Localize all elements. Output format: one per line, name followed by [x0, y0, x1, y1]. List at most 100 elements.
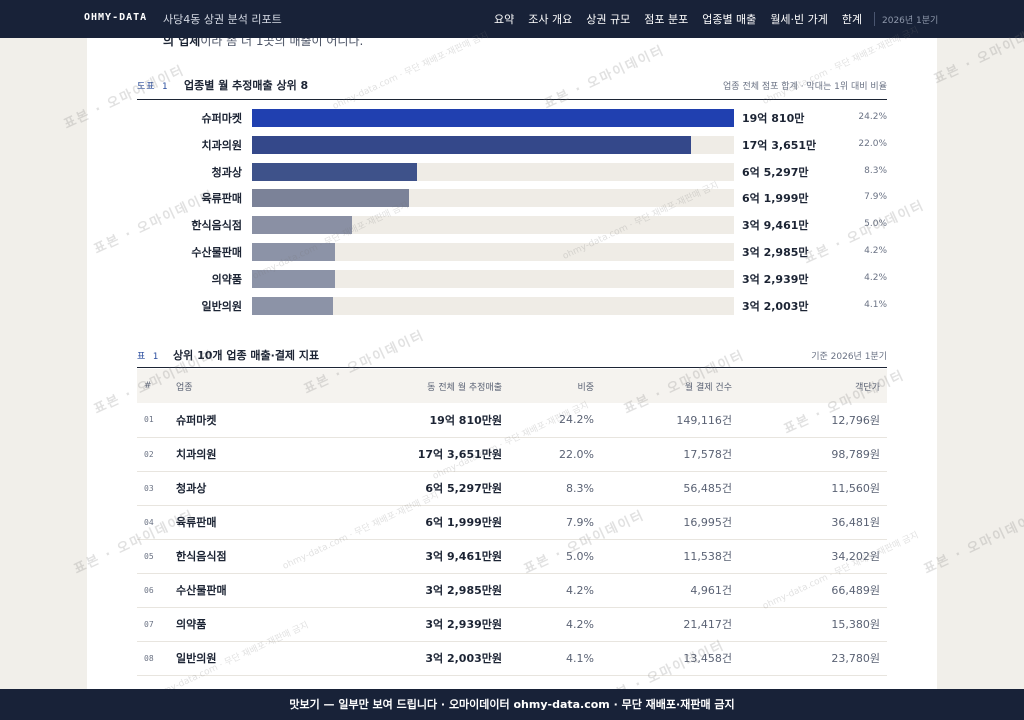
bar-row: 한식음식점 3억 9,461만 5.0% — [137, 216, 887, 235]
avg-spend-cell: 12,796원 — [831, 413, 880, 427]
nav-item-sales-by-industry[interactable]: 업종별 매출 — [702, 13, 757, 26]
bar-row: 의약품 3억 2,939만 4.2% — [137, 269, 887, 288]
rank-cell: 05 — [144, 551, 154, 561]
rank-cell: 07 — [144, 619, 154, 629]
bar-share-label: 7.9% — [864, 192, 887, 203]
table-label: 표 1 — [137, 352, 160, 362]
col-header-transactions: 월 결제 건수 — [684, 382, 732, 393]
nav-item-summary[interactable]: 요약 — [494, 13, 515, 26]
bar-share-label: 22.0% — [858, 138, 887, 149]
bar-category-label: 한식음식점 — [191, 219, 242, 233]
bar-value-label: 3억 2,985만 — [742, 246, 809, 259]
figure-label: 도표 1 — [137, 82, 169, 92]
bar — [252, 243, 336, 261]
table-header: 표 1 상위 10개 업종 매출·결제 지표 기준 2026년 1분기 — [137, 342, 887, 368]
col-header-share: 비중 — [577, 382, 594, 393]
bar-track — [252, 135, 734, 154]
bar-share-label: 4.1% — [864, 299, 887, 310]
transactions-cell: 16,995건 — [683, 516, 732, 529]
col-header-industry: 업종 — [176, 382, 193, 393]
bar-track — [252, 162, 734, 181]
intro-text-rest: 이라 좀 더 1곳의 매출이 어니다. — [200, 38, 364, 48]
revenue-cell: 19억 810만원 — [429, 413, 502, 427]
avg-spend-cell: 98,789원 — [831, 448, 880, 461]
nav-item-limitations[interactable]: 한계 — [841, 13, 863, 26]
bar-value-label: 6억 5,297만 — [742, 165, 809, 179]
bar-track — [252, 269, 734, 288]
bar-category-label: 육류판매 — [201, 192, 242, 206]
table-row: 07 의약품 3억 2,939만원 4.2% 21,417건 15,380원 — [137, 607, 887, 641]
rank-cell: 02 — [144, 449, 154, 459]
preview-banner: 맛보기 — 일부만 보여 드립니다 · 오마이데이터 ohmy-data.com… — [0, 689, 1024, 720]
industry-cell: 육류판매 — [176, 516, 217, 529]
bar — [252, 135, 691, 154]
industry-cell: 일반의원 — [176, 652, 217, 665]
transactions-cell: 56,485건 — [683, 482, 732, 495]
table-row: 02 치과의원 17억 3,651만원 22.0% 17,578건 98,789원 — [137, 437, 887, 471]
bar-category-label: 청과상 — [211, 165, 242, 179]
bar-track — [252, 109, 734, 127]
share-cell: 7.9% — [566, 515, 594, 529]
rank-cell: 08 — [144, 653, 154, 663]
revenue-cell: 17억 3,651만원 — [417, 448, 502, 461]
bar — [252, 216, 352, 235]
table-title: 상위 10개 업종 매출·결제 지표 — [173, 349, 320, 362]
figure-header: 도표 1 업종별 월 추정매출 상위 8 업종 전체 점포 합계 · 막대는 1… — [137, 76, 887, 100]
industry-cell: 슈퍼마켓 — [176, 413, 217, 427]
intro-text-bold: 의 업체 — [163, 38, 201, 48]
bar-row: 육류판매 6억 1,999만 7.9% — [137, 189, 887, 208]
bar-row: 청과상 6억 5,297만 8.3% — [137, 162, 887, 181]
bar-row: 일반의원 3억 2,003만 4.1% — [137, 296, 887, 315]
revenue-cell: 6억 1,999만원 — [425, 516, 502, 529]
table-row: 06 수산물판매 3억 2,985만원 4.2% 4,961건 66,489원 — [137, 573, 887, 607]
rank-cell: 01 — [144, 415, 154, 425]
transactions-cell: 17,578건 — [683, 448, 732, 461]
share-cell: 8.3% — [566, 481, 594, 495]
figure-note: 업종 전체 점포 합계 · 막대는 1위 대비 비율 — [723, 82, 887, 92]
bar-category-label: 슈퍼마켓 — [201, 112, 242, 125]
table-row: 05 한식음식점 3억 9,461만원 5.0% 11,538건 34,202원 — [137, 539, 887, 573]
revenue-cell: 6억 5,297만원 — [425, 482, 502, 495]
col-header-revenue: 동 전체 월 추정매출 — [427, 382, 502, 393]
avg-spend-cell: 34,202원 — [831, 550, 880, 563]
avg-spend-cell: 15,380원 — [831, 618, 880, 631]
bar-share-label: 8.3% — [864, 165, 887, 176]
share-cell: 24.2% — [559, 413, 594, 427]
revenue-cell: 3억 9,461만원 — [425, 550, 502, 563]
brand-logo[interactable]: OHMY-DATA — [84, 12, 148, 23]
bar — [252, 109, 734, 127]
transactions-cell: 11,538건 — [683, 550, 732, 563]
nav-item-rent-vacancy[interactable]: 월세·빈 가게 — [770, 13, 828, 26]
intro-text: 의 업체이라 좀 더 1곳의 매출이 어니다. — [163, 38, 363, 49]
avg-spend-cell: 36,481원 — [831, 516, 880, 529]
table-row: 01 슈퍼마켓 19억 810만원 24.2% 149,116건 12,796원 — [137, 403, 887, 437]
report-paper: 의 업체이라 좀 더 1곳의 매출이 어니다. 도표 1 업종별 월 추정매출 … — [87, 38, 937, 689]
report-title: 사당4동 상권 분석 리포트 — [163, 13, 282, 26]
rank-cell: 03 — [144, 483, 154, 493]
industry-cell: 수산물판매 — [176, 584, 227, 597]
bar-track — [252, 296, 734, 315]
avg-spend-cell: 11,560원 — [831, 482, 880, 495]
nav-item-store-distribution[interactable]: 점포 분포 — [644, 13, 689, 26]
nav-item-survey[interactable]: 조사 개요 — [528, 13, 573, 26]
nav-item-market-size[interactable]: 상권 규모 — [586, 13, 631, 26]
bar — [252, 189, 409, 208]
col-header-rank: # — [144, 381, 152, 391]
revenue-cell: 3억 2,985만원 — [425, 584, 502, 597]
sales-table: # 업종 동 전체 월 추정매출 비중 월 결제 건수 객단가 01 슈퍼마켓 19… — [137, 369, 887, 676]
industry-cell: 치과의원 — [176, 448, 217, 461]
transactions-cell: 4,961건 — [690, 584, 732, 597]
revenue-cell: 3억 2,003만원 — [425, 652, 502, 665]
table-row: 08 일반의원 3억 2,003만원 4.1% 13,458건 23,780원 — [137, 641, 887, 675]
transactions-cell: 21,417건 — [683, 618, 732, 631]
bar — [252, 269, 336, 288]
industry-cell: 청과상 — [176, 482, 207, 495]
bar-value-label: 3억 2,939만 — [742, 272, 809, 286]
bar-category-label: 치과의원 — [201, 138, 242, 152]
bar-value-label: 6억 1,999만 — [742, 192, 809, 206]
col-header-avg-spend: 객단가 — [855, 382, 880, 393]
table-row: 04 육류판매 6억 1,999만원 7.9% 16,995건 36,481원 — [137, 505, 887, 539]
nav-divider — [874, 12, 875, 26]
bar-value-label: 17억 3,651만 — [742, 138, 817, 152]
share-cell: 4.2% — [566, 583, 594, 597]
